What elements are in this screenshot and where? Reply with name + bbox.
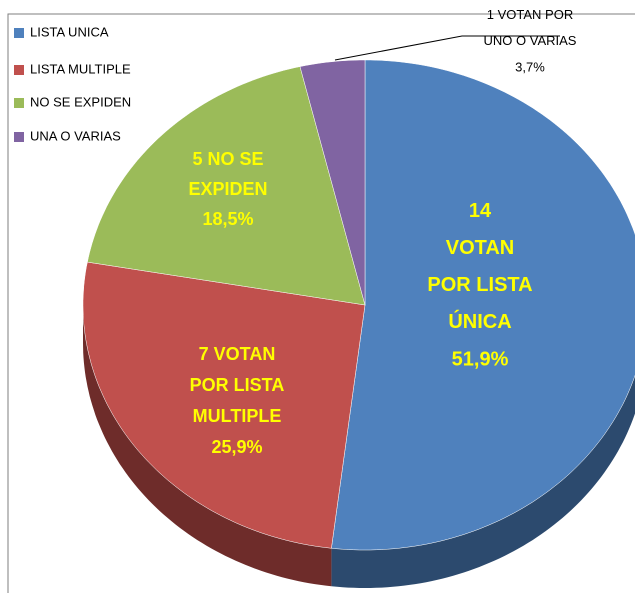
legend-swatch [14, 65, 24, 75]
data-label: 14 [469, 200, 492, 222]
legend-label: NO SE EXPIDEN [30, 94, 131, 109]
legend-label: LISTA UNICA [30, 24, 109, 39]
data-label-text: MULTIPLE [193, 406, 282, 426]
data-label-count: 5 [192, 149, 202, 169]
data-label: 7 VOTAN [199, 344, 276, 364]
slice [87, 66, 366, 306]
data-label: VOTAN [446, 237, 515, 259]
leader-line [334, 35, 560, 61]
legend-label: UNA O VARIAS [30, 128, 121, 143]
slice [82, 261, 366, 549]
data-label-value: 18,5% [202, 209, 253, 229]
slice-side [331, 375, 635, 588]
slice-side [83, 305, 332, 587]
data-label-value: 3,7% [515, 59, 545, 74]
data-label-text: ÚNICA [448, 309, 511, 333]
data-label-text: UNO O VARIAS [484, 33, 577, 48]
slice [331, 59, 635, 551]
data-label: EXPIDEN [188, 179, 267, 199]
data-label: ÚNICA [448, 309, 511, 333]
slice [299, 59, 366, 306]
data-label: POR LISTA [190, 375, 285, 395]
data-label-value: 25,9% [211, 437, 262, 457]
data-label: 1 VOTAN POR [487, 7, 573, 22]
data-label-text: NO SE [208, 149, 264, 169]
data-label-text: VOTAN POR [498, 7, 574, 22]
data-label: UNO O VARIAS [484, 33, 577, 48]
data-label-text: POR LISTA [427, 274, 532, 296]
data-label-text: VOTAN [446, 237, 515, 259]
data-label-text: EXPIDEN [188, 179, 267, 199]
data-label-text: VOTAN [214, 344, 276, 364]
legend-swatch [14, 28, 24, 38]
legend-swatch [14, 98, 24, 108]
data-label-count: 14 [469, 200, 492, 222]
legend-label: LISTA MULTIPLE [30, 61, 131, 76]
data-label-value: 51,9% [452, 348, 509, 370]
data-label-text: POR LISTA [190, 375, 285, 395]
data-label: 5 NO SE [192, 149, 263, 169]
legend-swatch [14, 132, 24, 142]
data-label: POR LISTA [427, 274, 532, 296]
data-label-count: 1 [487, 7, 494, 22]
data-label-count: 7 [199, 344, 209, 364]
data-label: MULTIPLE [193, 406, 282, 426]
